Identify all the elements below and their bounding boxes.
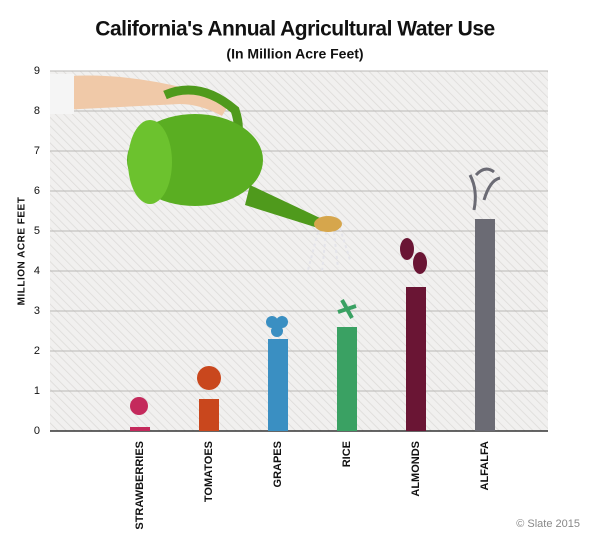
y-tick-label: 3 [34, 305, 40, 317]
x-tick-label: ALMONDS [410, 441, 422, 497]
bar [337, 327, 357, 431]
bar [130, 427, 150, 431]
x-tick-label: RICE [341, 441, 353, 467]
plot-background [50, 71, 548, 431]
y-axis-label: MILLION ACRE FEET [17, 197, 28, 306]
x-tick-label: ALFALFA [479, 441, 491, 491]
y-tick-label: 8 [34, 105, 40, 117]
y-tick-label: 4 [34, 265, 40, 277]
y-tick-label: 7 [34, 145, 40, 157]
y-tick-label: 9 [34, 65, 40, 77]
credit: © Slate 2015 [516, 518, 580, 530]
y-tick-label: 1 [34, 385, 40, 397]
watering-can [50, 74, 351, 273]
y-tick-label: 6 [34, 185, 40, 197]
crop-icons [130, 167, 501, 415]
y-tick-label: 5 [34, 225, 40, 237]
x-tick-label: GRAPES [272, 441, 284, 487]
y-tick-label: 0 [34, 425, 40, 437]
chart-subtitle: (In Million Acre Feet) [226, 46, 363, 62]
x-tick-label: TOMATOES [203, 441, 215, 502]
bar [406, 287, 426, 431]
chart-title: California's Annual Agricultural Water U… [95, 18, 494, 41]
x-tick-label: STRAWBERRIES [134, 441, 146, 530]
bar [199, 399, 219, 431]
plot: 0 1 2 3 4 5 6 7 8 9 STRAWBERRIES TOMATOES GRAPES RICE… [34, 65, 548, 530]
bar [475, 219, 495, 431]
bar [268, 339, 288, 431]
y-tick-label: 2 [34, 345, 40, 357]
